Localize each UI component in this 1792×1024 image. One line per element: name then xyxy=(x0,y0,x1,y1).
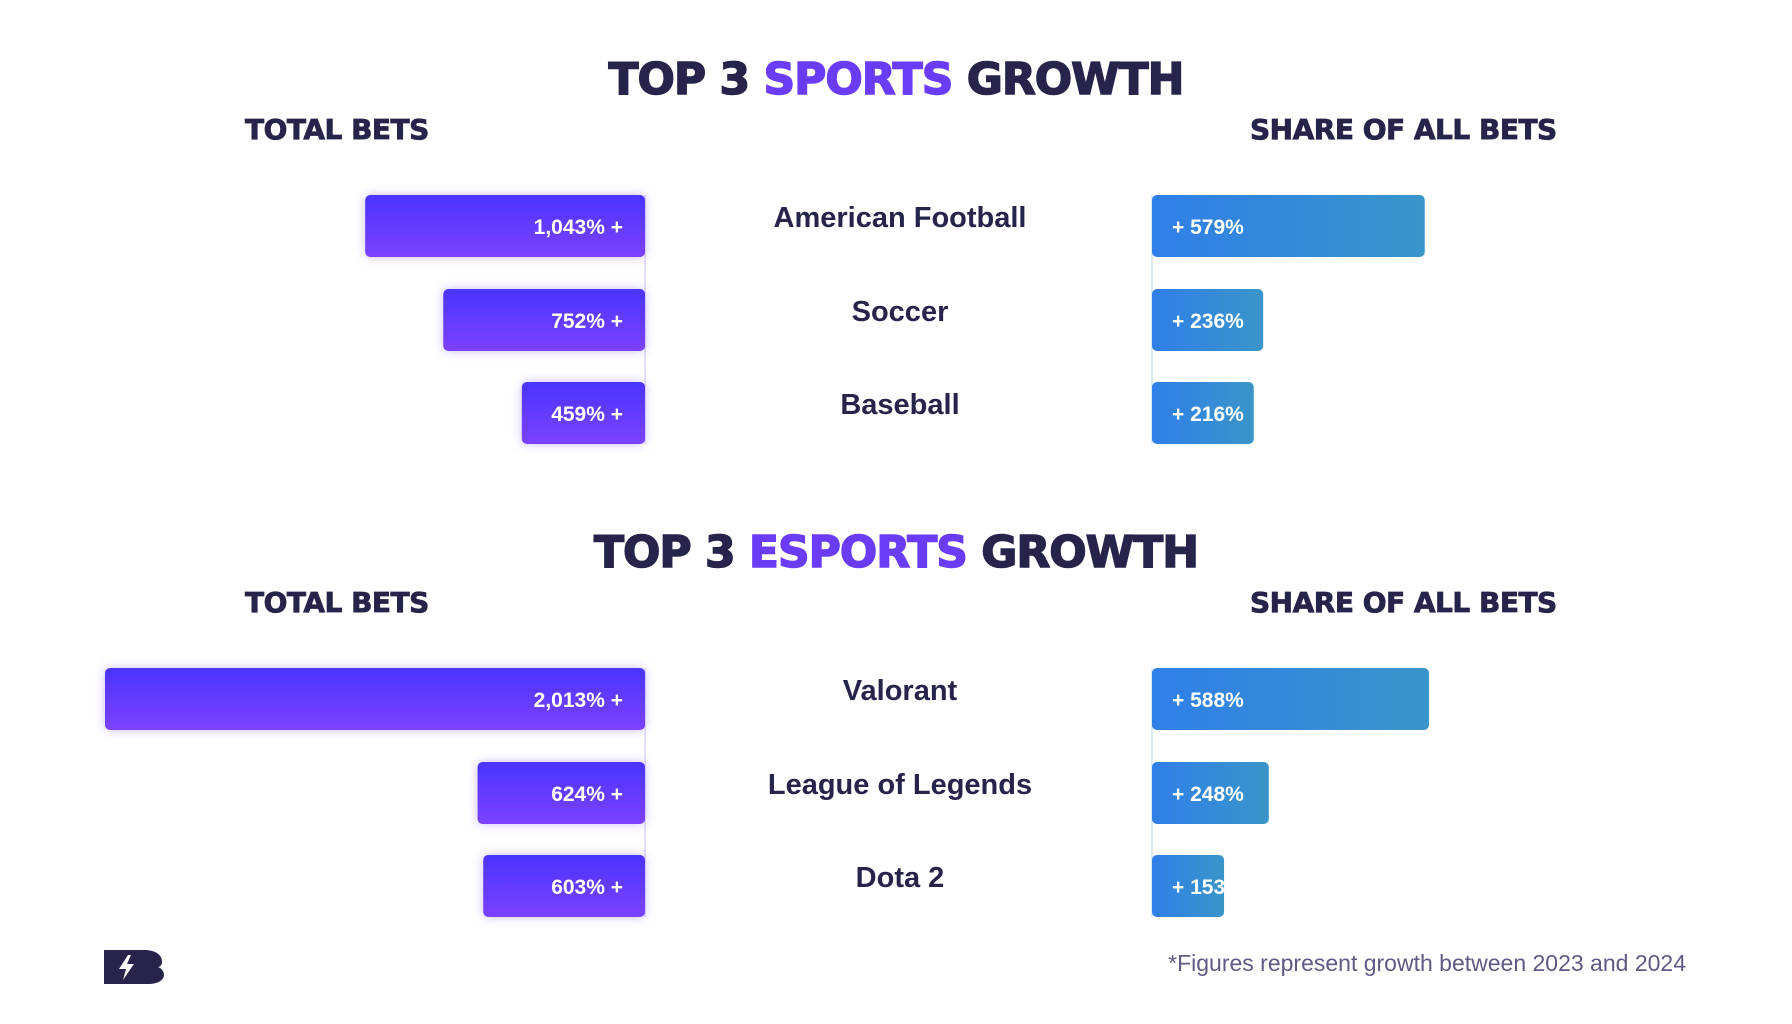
esports-share-header: SHARE OF ALL BETS xyxy=(1250,586,1558,620)
esports-total-bets-bar xyxy=(477,762,645,824)
sports-bar-chart: 1,043% + American Football + 579% 752% + Soc… xyxy=(365,195,1425,444)
sports-category-label: Baseball xyxy=(840,389,959,421)
esports-total-bets-value-label: 2,013% + xyxy=(534,689,623,712)
esports-share-value-label: + 588% xyxy=(1172,689,1244,712)
sports-growth-title: TOP 3 SPORTS GROWTH xyxy=(0,52,1792,108)
sports-total-bets-value-label: 752% + xyxy=(551,310,623,333)
esports-share-bar xyxy=(1152,762,1269,824)
esports-category-label: Dota 2 xyxy=(856,862,945,894)
esports-share-bar xyxy=(1152,855,1225,917)
sports-title-prefix: TOP 3 xyxy=(608,53,764,106)
sports-total-bets-bar xyxy=(443,289,645,351)
esports-total-bets-value-label: 624% + xyxy=(551,783,623,806)
esports-title-prefix: TOP 3 xyxy=(593,526,749,579)
esports-total-bets-header: TOTAL BETS xyxy=(245,586,430,620)
footnote: *Figures represent growth between 2023 a… xyxy=(1168,950,1686,976)
esports-total-bets-value-label: 603% + xyxy=(551,876,623,899)
logo-shape xyxy=(104,950,164,984)
sports-share-bar xyxy=(1152,195,1425,257)
sports-total-bets-bar xyxy=(365,195,645,257)
esports-title-suffix: GROWTH xyxy=(966,526,1199,579)
sports-title-suffix: GROWTH xyxy=(952,53,1185,106)
sports-total-bets-bar xyxy=(521,382,645,444)
sports-share-bar xyxy=(1152,382,1254,444)
sports-share-bar xyxy=(1152,289,1264,351)
brand-logo xyxy=(104,950,164,984)
sports-growth-section: TOP 3 SPORTS GROWTH TOTAL BETS SHARE OF … xyxy=(0,52,1792,522)
esports-total-bets-bar xyxy=(105,668,645,730)
sports-category-label: Soccer xyxy=(852,296,949,328)
sports-share-header: SHARE OF ALL BETS xyxy=(1250,113,1558,147)
esports-share-bar xyxy=(1152,668,1429,730)
esports-total-bets-bar xyxy=(483,855,645,917)
sports-share-value-label: + 216% xyxy=(1172,403,1244,426)
esports-share-value-label: + 153% xyxy=(1172,876,1244,899)
esports-share-value-label: + 248% xyxy=(1172,783,1244,806)
esports-title-accent: ESPORTS xyxy=(748,526,969,579)
esports-category-label: League of Legends xyxy=(768,769,1032,801)
esports-category-label: Valorant xyxy=(843,675,958,707)
sports-share-value-label: + 236% xyxy=(1172,310,1244,333)
sports-total-bets-value-label: 1,043% + xyxy=(534,216,623,239)
sports-category-label: American Football xyxy=(774,202,1027,234)
esports-bar-chart: 2,013% + Valorant + 588% 624% + League of Le… xyxy=(105,668,1429,917)
lightning-bolt-icon xyxy=(119,955,134,980)
sports-total-bets-value-label: 459% + xyxy=(551,403,623,426)
sports-title-accent: SPORTS xyxy=(763,53,954,106)
sports-total-bets-header: TOTAL BETS xyxy=(245,113,430,147)
esports-growth-section: TOP 3 ESPORTS GROWTH TOTAL BETS SHARE OF… xyxy=(0,525,1792,995)
esports-growth-title: TOP 3 ESPORTS GROWTH xyxy=(0,525,1792,581)
sports-share-value-label: + 579% xyxy=(1172,216,1244,239)
